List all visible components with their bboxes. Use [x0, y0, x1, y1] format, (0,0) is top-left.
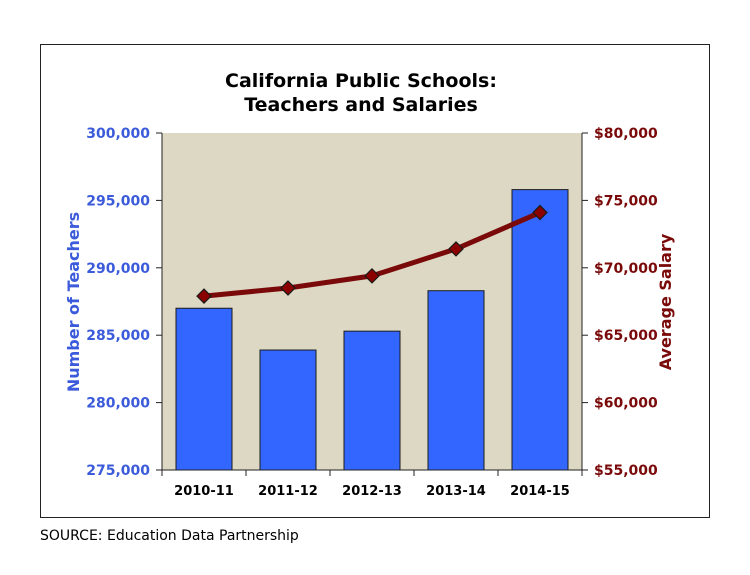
source-note: SOURCE: Education Data Partnership — [40, 528, 299, 544]
chart: California Public Schools: Teachers and … — [64, 70, 675, 499]
y-tick-label-left: 280,000 — [86, 396, 150, 412]
y-tick-label-left: 285,000 — [86, 328, 150, 344]
y-tick-label-left: 290,000 — [86, 261, 150, 277]
salary-point-2011-12 — [280, 280, 296, 296]
y-tick-label-left: 300,000 — [86, 126, 150, 142]
bar-2012-13 — [343, 330, 401, 471]
x-tick-label: 2013-14 — [426, 484, 486, 499]
chart-title: California Public Schools: — [225, 70, 497, 92]
y-tick-label-right: $75,000 — [594, 193, 658, 209]
salary-point-2014-15 — [532, 204, 548, 221]
y-axis-label-left: Number of Teachers — [64, 212, 83, 392]
salary-point-2010-11 — [196, 288, 212, 304]
bar-2014-15 — [511, 189, 569, 471]
y-tick-label-right: $65,000 — [594, 328, 658, 344]
y-tick-label-right: $60,000 — [594, 396, 658, 412]
bar-2010-11 — [175, 307, 233, 471]
y-tick-label-right: $55,000 — [594, 463, 658, 479]
x-tick-label: 2012-13 — [342, 484, 402, 499]
x-tick-label: 2014-15 — [510, 484, 570, 499]
x-tick-label: 2010-11 — [174, 484, 234, 499]
chart-frame: California Public Schools: Teachers and … — [40, 44, 710, 518]
salary-point-2013-14 — [448, 241, 464, 257]
bar-2011-12 — [259, 349, 317, 471]
salary-point-2012-13 — [364, 268, 380, 284]
chart-subtitle: Teachers and Salaries — [244, 94, 478, 116]
y-tick-label-right: $70,000 — [594, 261, 658, 277]
bar-2013-14 — [427, 290, 485, 471]
y-tick-label-right: $80,000 — [594, 126, 658, 142]
y-axis-label-right: Average Salary — [656, 233, 675, 370]
y-tick-label-left: 275,000 — [86, 463, 150, 479]
x-tick-label: 2011-12 — [258, 484, 318, 499]
y-tick-label-left: 295,000 — [86, 193, 150, 209]
